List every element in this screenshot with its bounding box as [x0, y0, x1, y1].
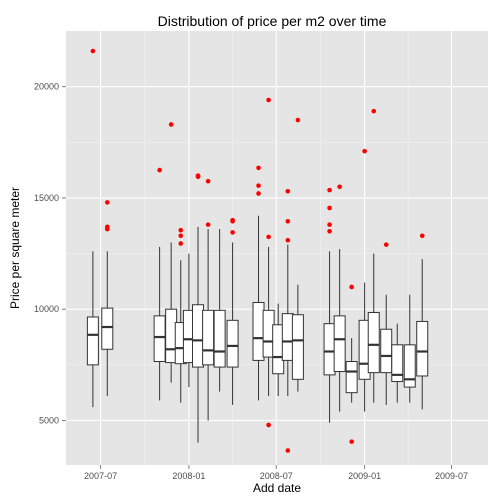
- y-tick-label: 10000: [34, 304, 59, 314]
- outlier-point: [327, 205, 332, 211]
- outlier-point: [168, 122, 174, 127]
- grid-lines: [66, 31, 488, 465]
- box-iqr: [291, 314, 304, 380]
- outlier-point: [178, 241, 184, 246]
- box: [202, 229, 215, 421]
- box: [291, 284, 304, 392]
- outlier-point: [362, 148, 367, 154]
- outlier-point: [327, 187, 332, 193]
- box: [101, 251, 114, 397]
- box: [213, 229, 226, 392]
- box-iqr: [213, 309, 226, 368]
- box: [153, 246, 166, 401]
- outlier-point: [285, 448, 291, 453]
- outlier-point: [337, 184, 342, 190]
- outlier-point: [178, 233, 184, 239]
- outlier-point: [157, 167, 162, 173]
- outlier-point: [285, 218, 291, 224]
- plot-panel: [66, 31, 488, 465]
- box: [226, 242, 239, 405]
- x-tick-label: 2008-07: [260, 471, 293, 481]
- chart-title: Distribution of price per m2 over time: [158, 13, 387, 29]
- outlier-point: [419, 233, 425, 239]
- box-iqr: [391, 344, 404, 383]
- y-tick-label: 5000: [39, 415, 59, 425]
- box-series: [86, 215, 429, 443]
- outlier-point: [383, 242, 389, 247]
- box: [174, 260, 187, 403]
- box-iqr: [226, 319, 239, 368]
- box: [86, 251, 99, 408]
- outlier-point: [266, 422, 271, 428]
- outlier-point: [205, 222, 211, 227]
- outlier-point: [104, 200, 110, 205]
- box-iqr: [367, 312, 380, 374]
- box-iqr: [153, 315, 166, 363]
- outlier-point: [205, 178, 211, 184]
- y-tick-label: 15000: [34, 193, 59, 203]
- outlier-point: [327, 222, 332, 227]
- box-iqr: [281, 313, 294, 361]
- outlier-point: [104, 226, 110, 232]
- outlier-point: [256, 165, 261, 171]
- outlier-point: [266, 234, 271, 240]
- x-tick-label: 2009-01: [348, 471, 381, 481]
- x-tick-label: 2009-07: [435, 471, 468, 481]
- box-iqr: [416, 320, 429, 377]
- box-iqr: [333, 315, 346, 373]
- box-iqr: [345, 361, 358, 394]
- box-iqr: [86, 316, 99, 366]
- box-iqr: [403, 344, 416, 388]
- box: [403, 294, 416, 403]
- box: [333, 249, 346, 412]
- x-tick-label: 2008-01: [172, 471, 205, 481]
- outlier-point: [256, 183, 261, 188]
- outlier-point: [230, 230, 235, 235]
- x-axis-label: Add date: [253, 481, 301, 495]
- box-iqr: [202, 309, 215, 366]
- outlier-point: [349, 439, 354, 444]
- outlier-point: [371, 108, 377, 114]
- x-tick-label: 2007-07: [84, 471, 117, 481]
- outlier-points: [90, 48, 425, 453]
- box-iqr: [101, 307, 114, 350]
- outlier-point: [256, 191, 261, 196]
- outlier-point: [285, 188, 291, 194]
- outlier-point: [195, 173, 201, 178]
- y-tick-label: 20000: [34, 82, 59, 92]
- outlier-point: [230, 217, 235, 223]
- outlier-point: [266, 97, 271, 103]
- box: [416, 259, 429, 410]
- outlier-point: [285, 237, 291, 243]
- outlier-point: [349, 284, 354, 290]
- box-iqr: [192, 304, 205, 368]
- box: [192, 226, 205, 443]
- box-iqr: [380, 328, 393, 374]
- box-iqr: [252, 302, 265, 361]
- y-axis: 5000 10000 15000 20000: [34, 82, 66, 425]
- outlier-point: [178, 227, 184, 233]
- outlier-point: [90, 48, 96, 54]
- x-axis: 2007-07 2008-01 2008-07 2009-01 2009-07: [84, 465, 468, 481]
- box: [367, 253, 380, 403]
- box-iqr: [323, 323, 336, 376]
- box: [391, 323, 404, 403]
- outlier-point: [295, 117, 301, 123]
- box: [345, 338, 358, 403]
- y-axis-label: Price per square meter: [8, 187, 22, 309]
- outlier-point: [327, 229, 332, 234]
